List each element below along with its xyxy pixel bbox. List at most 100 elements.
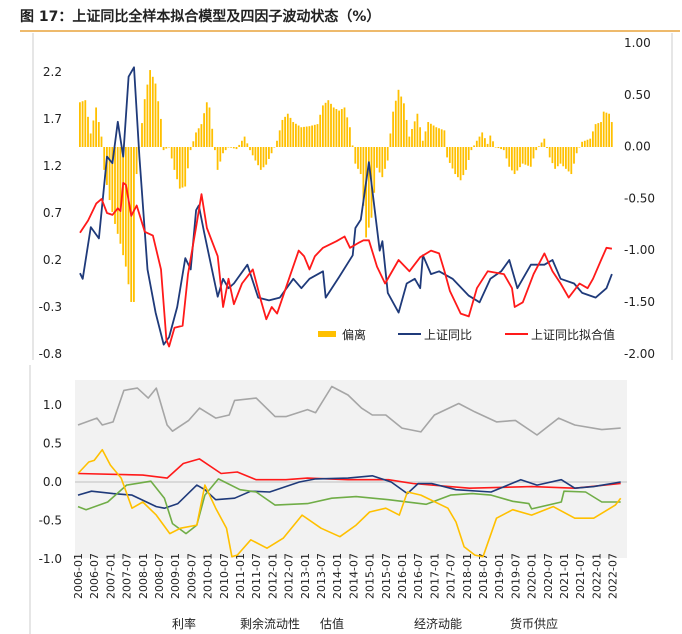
deviation-bar	[133, 147, 135, 302]
x-axis-tick: 2009-01	[169, 553, 182, 599]
deviation-bar	[586, 139, 589, 147]
deviation-bar	[486, 143, 489, 147]
x-axis-tick: 2016-07	[412, 553, 425, 599]
legend-label: 经济动能	[414, 616, 462, 631]
deviation-bar	[295, 123, 297, 147]
deviation-bar	[100, 136, 103, 147]
deviation-bar	[154, 83, 157, 147]
deviation-bar	[170, 147, 173, 159]
y-axis-tick: 0.0	[43, 475, 62, 489]
deviation-bar	[176, 147, 178, 180]
deviation-bar	[127, 147, 130, 285]
legend-label: 利率	[172, 616, 196, 631]
deviation-bar	[124, 147, 127, 267]
x-axis-tick: 2006-01	[72, 553, 85, 599]
x-axis-tick: 2021-07	[574, 553, 587, 599]
x-axis-tick: 2009-07	[185, 553, 198, 599]
deviation-bar	[327, 100, 330, 147]
y-axis-tick: 1.0	[43, 398, 62, 412]
deviation-bar	[103, 147, 106, 170]
deviation-bar	[589, 138, 592, 147]
deviation-bar	[521, 147, 524, 164]
deviation-bar	[581, 141, 583, 147]
deviation-bar	[508, 147, 511, 167]
x-axis-tick: 2018-07	[477, 553, 490, 599]
deviation-bar	[162, 147, 165, 151]
deviation-bar	[116, 147, 119, 234]
deviation-bar	[92, 120, 95, 147]
deviation-bar	[305, 126, 308, 147]
deviation-bar	[381, 147, 384, 178]
deviation-bar	[265, 147, 268, 165]
deviation-bar	[424, 131, 427, 147]
deviation-bar	[79, 102, 81, 147]
deviation-bar	[349, 127, 351, 147]
x-axis-tick: 2022-07	[607, 553, 620, 599]
deviation-bar	[308, 126, 311, 147]
left-axis-tick: 0.2	[43, 253, 62, 267]
deviation-bar	[187, 147, 189, 169]
deviation-bar	[81, 101, 84, 147]
x-axis-tick: 2015-01	[364, 553, 377, 599]
x-axis-tick: 2013-01	[299, 553, 312, 599]
x-axis-tick: 2016-01	[396, 553, 409, 599]
deviation-bar	[421, 140, 424, 147]
legend-swatch-deviation	[318, 331, 336, 337]
x-axis-tick: 2011-07	[250, 553, 263, 599]
deviation-bar	[538, 146, 540, 147]
deviation-bar	[340, 109, 343, 147]
figure-title: 图 17：上证同比全样本拟合模型及四因子波动状态（%）	[20, 9, 381, 25]
right-axis-tick: 0.50	[624, 88, 651, 102]
deviation-bar	[157, 101, 160, 147]
deviation-bar	[575, 147, 578, 154]
deviation-bar	[135, 147, 138, 175]
deviation-bar	[346, 117, 349, 147]
y-axis-tick: -1.0	[39, 552, 62, 566]
legend-label: 上证同比拟合值	[531, 327, 615, 342]
deviation-bar	[335, 109, 338, 147]
deviation-bar	[524, 147, 527, 165]
deviation-bar	[130, 147, 133, 302]
y-axis-tick: 0.5	[43, 437, 62, 451]
deviation-bar	[224, 147, 227, 151]
deviation-bar	[546, 147, 548, 149]
deviation-bar	[473, 145, 475, 147]
deviation-bar	[478, 136, 481, 147]
x-axis-tick: 2017-01	[428, 553, 441, 599]
left-axis-tick: 0.7	[43, 206, 62, 220]
x-axis-tick: 2019-01	[493, 553, 506, 599]
deviation-bar	[270, 147, 273, 154]
deviation-bar	[211, 128, 214, 147]
deviation-bar	[119, 147, 122, 244]
x-axis-tick: 2018-01	[461, 553, 474, 599]
deviation-bar	[551, 147, 554, 164]
deviation-bar	[394, 100, 397, 147]
deviation-bar	[373, 147, 376, 193]
deviation-bar	[597, 123, 600, 147]
x-axis-tick: 2008-07	[153, 553, 166, 599]
deviation-bar	[443, 130, 446, 147]
deviation-bar	[143, 99, 146, 147]
deviation-bar	[313, 124, 316, 147]
deviation-bar	[232, 147, 235, 149]
deviation-bar	[108, 147, 111, 201]
deviation-bar	[289, 117, 292, 147]
deviation-bar	[384, 147, 386, 169]
left-axis-tick: 2.2	[43, 65, 62, 79]
deviation-bar	[330, 103, 332, 147]
deviation-bar	[502, 147, 505, 151]
deviation-bar	[592, 131, 594, 147]
deviation-bar	[511, 147, 513, 171]
left-axis-tick: 1.7	[43, 112, 62, 126]
deviation-bar	[319, 114, 322, 147]
deviation-bar	[251, 147, 254, 156]
deviation-bar	[500, 147, 502, 150]
deviation-bar	[168, 147, 170, 148]
deviation-bar	[492, 141, 494, 147]
deviation-bar	[181, 147, 184, 188]
deviation-bar	[440, 129, 443, 147]
deviation-bar	[300, 127, 303, 147]
left-axis-tick: -0.3	[39, 300, 62, 314]
deviation-bar	[311, 125, 313, 147]
deviation-bar	[84, 100, 87, 147]
